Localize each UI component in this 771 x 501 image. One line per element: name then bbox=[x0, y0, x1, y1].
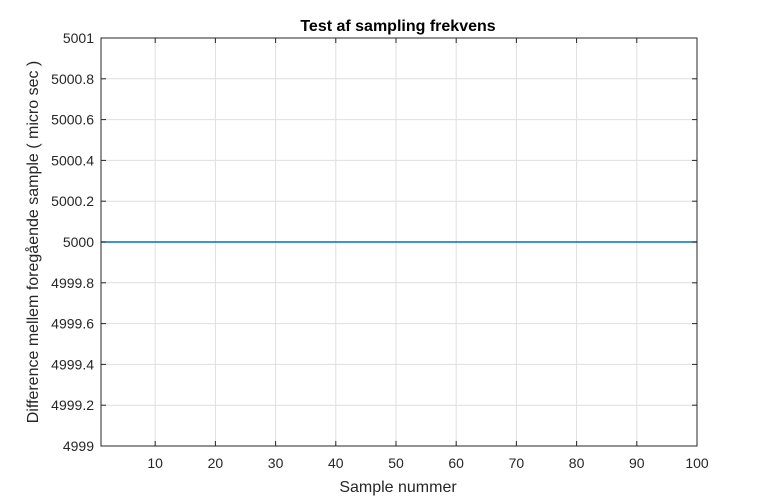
x-tick-labels: 10 20 30 40 50 60 70 80 90 100 bbox=[147, 455, 708, 471]
x-tick-label: 40 bbox=[328, 455, 344, 471]
y-tick-label: 5000.2 bbox=[51, 193, 94, 209]
y-tick-label: 5000.8 bbox=[51, 71, 94, 87]
y-tick-label: 5000 bbox=[63, 234, 94, 250]
y-tick-label: 4999.2 bbox=[51, 397, 94, 413]
y-tick-labels: 4999 4999.2 4999.4 4999.6 4999.8 5000 5000.2 50… bbox=[51, 30, 94, 454]
x-tick-label: 70 bbox=[509, 455, 525, 471]
y-tick-label: 5001 bbox=[63, 30, 94, 46]
chart-title: Test af sampling frekvens bbox=[300, 18, 495, 35]
y-tick-label: 4999 bbox=[63, 438, 94, 454]
x-tick-label: 30 bbox=[268, 455, 284, 471]
x-tick-label: 90 bbox=[629, 455, 645, 471]
y-tick-label: 4999.4 bbox=[51, 356, 94, 372]
x-tick-label: 20 bbox=[208, 455, 224, 471]
y-tick-label: 5000.6 bbox=[51, 112, 94, 128]
y-tick-label: 5000.4 bbox=[51, 152, 94, 168]
x-tick-label: 10 bbox=[147, 455, 163, 471]
x-tick-label: 50 bbox=[388, 455, 404, 471]
y-axis-label: Difference mellem foregående sample ( mi… bbox=[24, 61, 42, 424]
x-axis-label: Sample nummer bbox=[339, 479, 457, 496]
y-tick-label: 4999.6 bbox=[51, 316, 94, 332]
axis-ticks bbox=[101, 37, 698, 447]
y-tick-label: 4999.8 bbox=[51, 275, 94, 291]
x-tick-label: 60 bbox=[448, 455, 464, 471]
x-tick-label: 100 bbox=[685, 455, 709, 471]
x-tick-label: 80 bbox=[569, 455, 585, 471]
